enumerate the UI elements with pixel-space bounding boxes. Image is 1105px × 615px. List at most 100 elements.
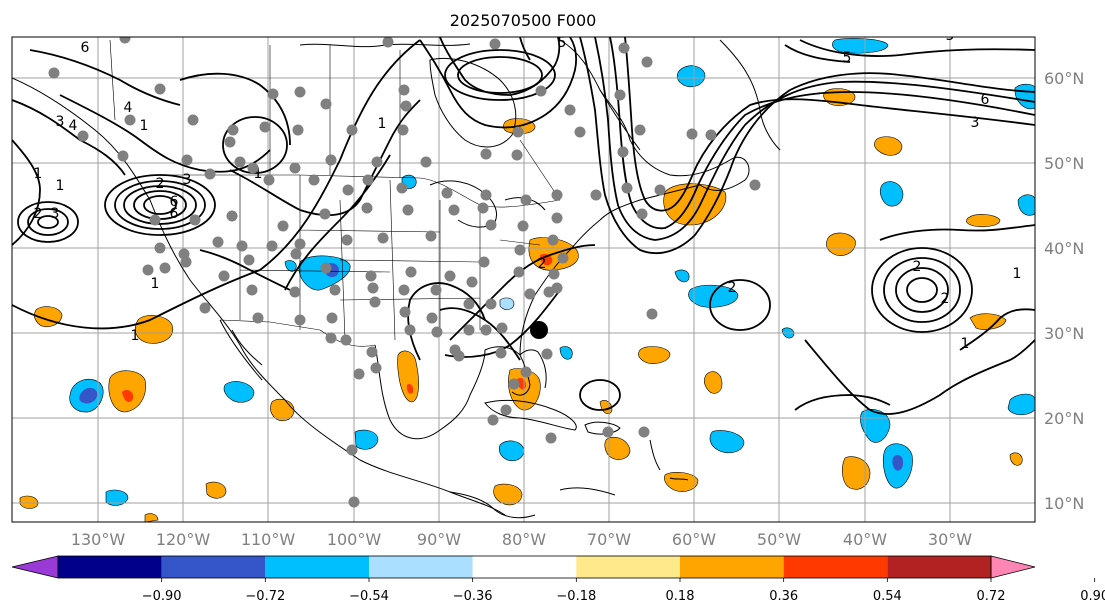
- contour-label: 2: [34, 206, 43, 222]
- contour-line: [804, 339, 1035, 415]
- longitude-labels: 130°W 120°W 110°W 100°W 90°W 80°W 70°W 60°W 50°W…: [71, 530, 972, 549]
- contour-label: 1: [961, 336, 970, 352]
- positive-anomaly-patch: [604, 437, 631, 460]
- observation-marker: [267, 88, 279, 100]
- central-america: [449, 487, 616, 519]
- contour-label: 6: [170, 194, 179, 210]
- contour-label: 2: [941, 291, 950, 307]
- observation-marker: [154, 242, 166, 254]
- observation-marker: [142, 264, 154, 276]
- contour-label: 6: [81, 40, 90, 56]
- observation-marker: [511, 149, 523, 161]
- observation-marker: [329, 284, 341, 296]
- colorbar-extend-high: [990, 555, 1036, 579]
- observation-marker: [119, 37, 131, 44]
- observation-marker: [204, 168, 216, 180]
- observation-marker: [686, 128, 698, 140]
- observation-marker: [361, 202, 373, 214]
- observation-marker: [326, 312, 338, 324]
- positive-anomaly-patch: [663, 183, 727, 226]
- observation-marker: [397, 124, 409, 136]
- observation-marker: [638, 426, 650, 438]
- storm-center-marker: [530, 321, 548, 339]
- observation-marker: [252, 312, 264, 324]
- observation-marker: [398, 284, 410, 296]
- colorbar: [11, 555, 1036, 579]
- observation-marker: [366, 346, 378, 358]
- contour-label: 1: [131, 328, 140, 344]
- contour-line: [419, 37, 578, 129]
- longitude-label: 30°W: [928, 530, 972, 549]
- positive-anomaly-core: [406, 383, 414, 394]
- observation-marker: [320, 98, 332, 110]
- observation-marker: [508, 378, 520, 390]
- observation-marker: [463, 324, 475, 336]
- contour-label: 2: [728, 280, 737, 296]
- negative-anomaly-patch: [832, 38, 889, 54]
- contour-label: 1: [56, 178, 65, 194]
- contour-label: 2: [913, 259, 922, 275]
- longitude-label: 110°W: [241, 530, 296, 549]
- contour-label: 4: [124, 100, 133, 116]
- observation-marker: [545, 432, 557, 444]
- observation-marker: [289, 286, 301, 298]
- negative-anomaly-patch: [1017, 194, 1035, 216]
- observation-marker: [487, 414, 499, 426]
- contour-line: [104, 174, 216, 236]
- observation-marker: [371, 156, 383, 168]
- observation-marker: [535, 85, 547, 97]
- observation-marker: [405, 266, 417, 278]
- observation-marker: [353, 368, 365, 380]
- observation-marker: [551, 282, 563, 294]
- colorbar-outline: [57, 555, 992, 579]
- observation-marker: [512, 126, 524, 138]
- observation-marker: [342, 184, 354, 196]
- observation-marker: [517, 220, 529, 232]
- colorbar-tick-label: −0.90: [142, 589, 182, 604]
- colorbar-tick-label: 0.36: [769, 589, 798, 604]
- colorbar-tick-label: 0.18: [666, 589, 695, 604]
- observation-marker: [564, 104, 576, 116]
- observation-marker: [263, 174, 275, 186]
- negative-anomaly-patch: [499, 297, 515, 310]
- positive-anomaly-patch: [144, 513, 159, 522]
- negative-anomaly-patch: [559, 346, 573, 360]
- contour-line: [284, 154, 391, 291]
- observation-marker: [551, 189, 563, 201]
- contour-label: 2: [538, 256, 547, 272]
- observation-marker: [48, 67, 60, 79]
- map-title: 2025070500 F000: [450, 11, 597, 30]
- contour-line: [439, 37, 561, 96]
- latitude-label: 10°N: [1044, 494, 1084, 513]
- positive-anomaly-patch: [664, 471, 699, 492]
- positive-anomaly-patch: [969, 313, 1007, 330]
- latitude-label: 60°N: [1044, 69, 1084, 88]
- observation-marker: [489, 38, 501, 50]
- us-mexico-border: [219, 319, 376, 347]
- observation-marker: [399, 306, 411, 318]
- positive-anomaly-patch: [397, 350, 419, 403]
- observation-marker: [641, 56, 653, 68]
- observation-marker: [496, 322, 508, 334]
- latitude-label: 30°N: [1044, 324, 1084, 343]
- observation-marker: [247, 162, 259, 174]
- negative-anomaly-patch: [879, 181, 904, 207]
- colorbar-tick-label: −0.36: [453, 589, 493, 604]
- colorbar-tick-label: −0.72: [245, 589, 285, 604]
- observation-marker: [362, 174, 374, 186]
- canada-provinces: [269, 45, 561, 201]
- colorbar-tick-labels: −0.90 −0.72 −0.54 −0.36 −0.18 0.18 0.36 0.54 0.7…: [142, 578, 1105, 604]
- greenland-west: [719, 39, 781, 151]
- observation-marker: [441, 187, 453, 199]
- contour-label: 1: [140, 118, 149, 134]
- observation-marker: [430, 284, 442, 296]
- observation-marker: [319, 208, 331, 220]
- observation-marker: [480, 189, 492, 201]
- observation-marker: [396, 182, 408, 194]
- observation-marker: [425, 230, 437, 242]
- observation-marker: [480, 324, 492, 336]
- contour-line: [709, 279, 771, 331]
- north-america-west-coast: [12, 77, 506, 516]
